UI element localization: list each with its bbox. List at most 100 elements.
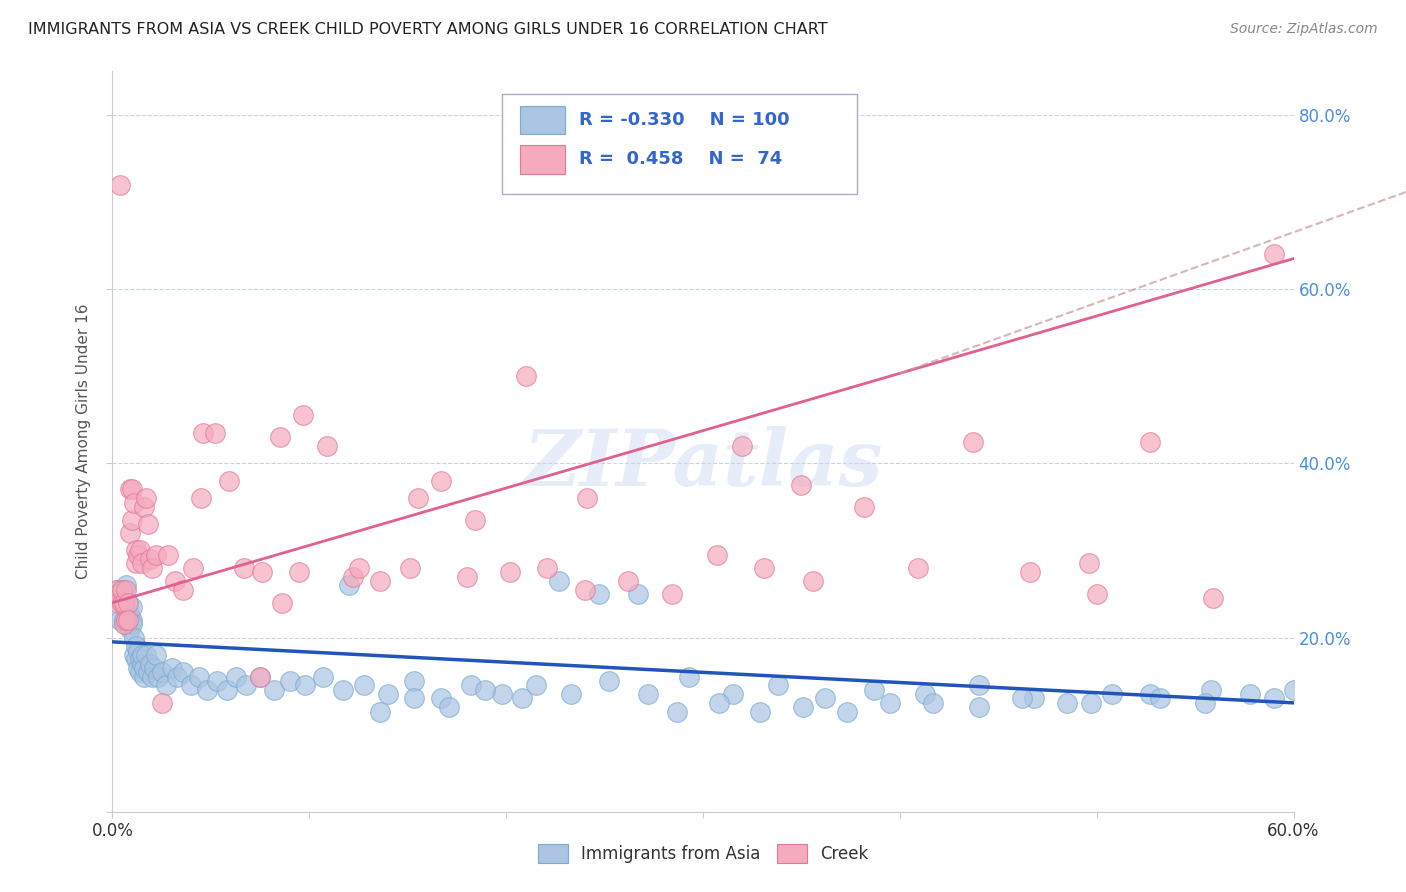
Point (111, 582, 134, 597)
Point (120, 483, 142, 497)
Point (752, 561, 775, 575)
Point (117, 596, 139, 610)
Point (464, 513, 486, 527)
Point (316, 439, 339, 453)
Point (801, 574, 824, 588)
Point (129, 543, 152, 558)
Point (129, 652, 152, 666)
Point (107, 596, 129, 610)
Point (250, 565, 273, 579)
Point (111, 582, 134, 597)
Point (368, 574, 391, 588)
Point (181, 561, 204, 575)
Point (666, 705, 689, 719)
Point (180, 678, 202, 692)
Point (117, 600, 139, 615)
Point (766, 678, 789, 692)
Point (127, 548, 149, 562)
Point (150, 665, 173, 680)
Text: IMMIGRANTS FROM ASIA VS CREEK CHILD POVERTY AMONG GIRLS UNDER 16 CORRELATION CHA: IMMIGRANTS FROM ASIA VS CREEK CHILD POVE… (28, 22, 828, 37)
Point (131, 557, 153, 571)
Bar (520, 145, 565, 174)
Point (1263, 691, 1285, 706)
Point (132, 661, 155, 675)
Point (1085, 587, 1108, 601)
Point (188, 670, 211, 684)
Point (122, 495, 145, 509)
Point (107, 582, 129, 597)
Y-axis label: Child Poverty Among Girls Under 16: Child Poverty Among Girls Under 16 (76, 304, 91, 579)
Point (249, 670, 271, 684)
Point (127, 661, 149, 675)
Point (141, 561, 163, 575)
Point (160, 661, 183, 675)
Point (115, 613, 138, 627)
Point (879, 696, 901, 710)
Point (269, 430, 291, 444)
Point (967, 678, 990, 692)
Point (107, 587, 129, 601)
Point (165, 574, 187, 588)
Point (117, 596, 139, 610)
Point (136, 517, 159, 532)
Point (146, 670, 169, 684)
Point (678, 670, 700, 684)
Point (121, 617, 143, 632)
Point (117, 617, 139, 632)
Point (127, 643, 149, 657)
Bar (520, 106, 565, 135)
Point (353, 678, 375, 692)
Point (112, 582, 135, 597)
Point (166, 670, 188, 684)
Point (368, 705, 391, 719)
Point (115, 578, 138, 592)
Point (131, 657, 153, 671)
Point (136, 665, 159, 680)
Point (190, 491, 212, 505)
Point (967, 700, 990, 714)
Point (1139, 434, 1161, 449)
Point (1018, 565, 1040, 579)
Point (117, 613, 139, 627)
Point (342, 569, 364, 583)
Point (121, 483, 143, 497)
Point (112, 596, 135, 610)
Point (574, 582, 596, 597)
Point (270, 596, 292, 610)
Point (110, 613, 132, 627)
Point (191, 425, 214, 440)
Point (112, 613, 135, 627)
Point (706, 548, 728, 562)
Point (142, 661, 165, 675)
Point (1056, 696, 1078, 710)
Point (121, 613, 143, 627)
Text: Source: ZipAtlas.com: Source: ZipAtlas.com (1230, 22, 1378, 37)
Point (292, 409, 315, 423)
Point (914, 687, 936, 701)
Point (430, 691, 453, 706)
Point (398, 561, 420, 575)
Point (120, 622, 142, 636)
Point (1239, 687, 1261, 701)
Point (131, 648, 153, 662)
Point (205, 674, 228, 689)
Point (294, 678, 316, 692)
Point (588, 587, 610, 601)
Point (456, 569, 478, 583)
Point (150, 696, 173, 710)
Point (1077, 557, 1099, 571)
Point (430, 474, 453, 488)
Point (122, 631, 145, 645)
Point (1139, 687, 1161, 701)
Point (598, 674, 620, 689)
Point (536, 561, 558, 575)
Point (637, 687, 659, 701)
Point (288, 565, 311, 579)
Point (1101, 687, 1123, 701)
Point (721, 687, 744, 701)
Point (1149, 691, 1171, 706)
Point (132, 670, 155, 684)
Point (814, 691, 837, 706)
Text: R =  0.458    N =  74: R = 0.458 N = 74 (579, 151, 782, 169)
Point (1022, 691, 1045, 706)
